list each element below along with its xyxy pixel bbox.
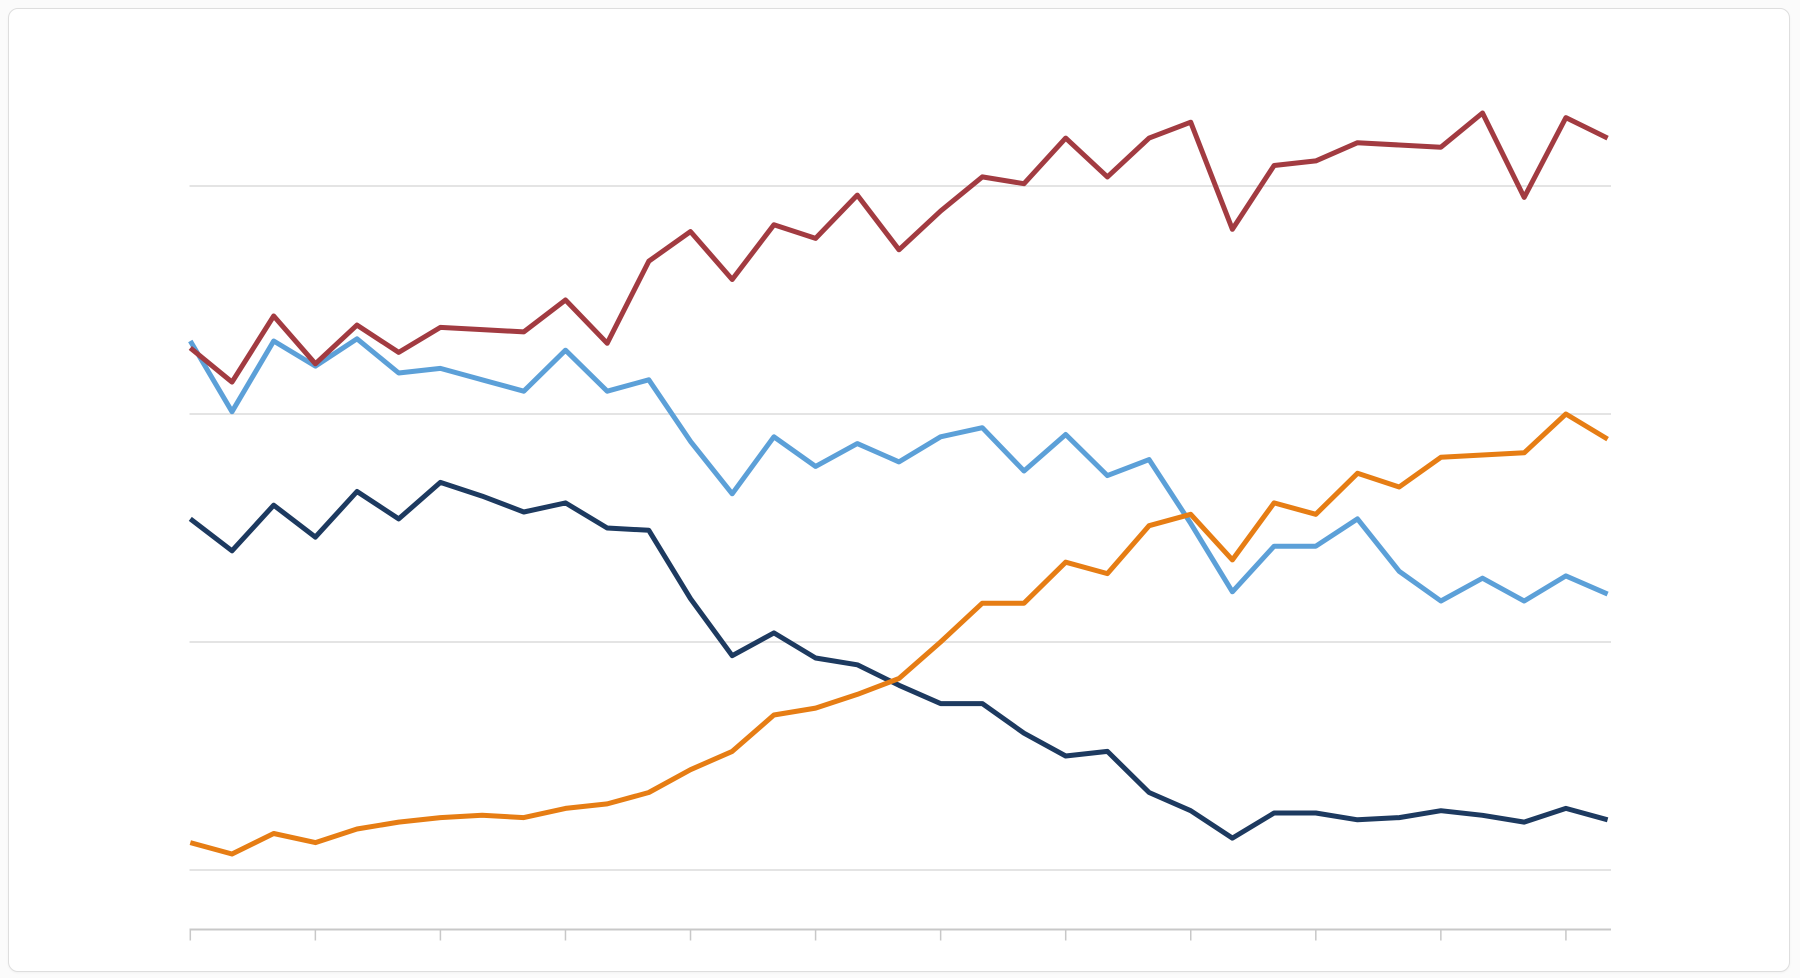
x-axis-group [189,928,1611,941]
series-line-light-blue [188,336,1609,604]
gridlines-group [189,185,1611,871]
series-group [188,110,1609,857]
line-chart-svg [188,110,1611,941]
series-line-orange [189,411,1609,857]
chart-card [8,8,1790,972]
series-line-dark-red [188,110,1609,385]
series-line-dark-navy [188,479,1609,841]
